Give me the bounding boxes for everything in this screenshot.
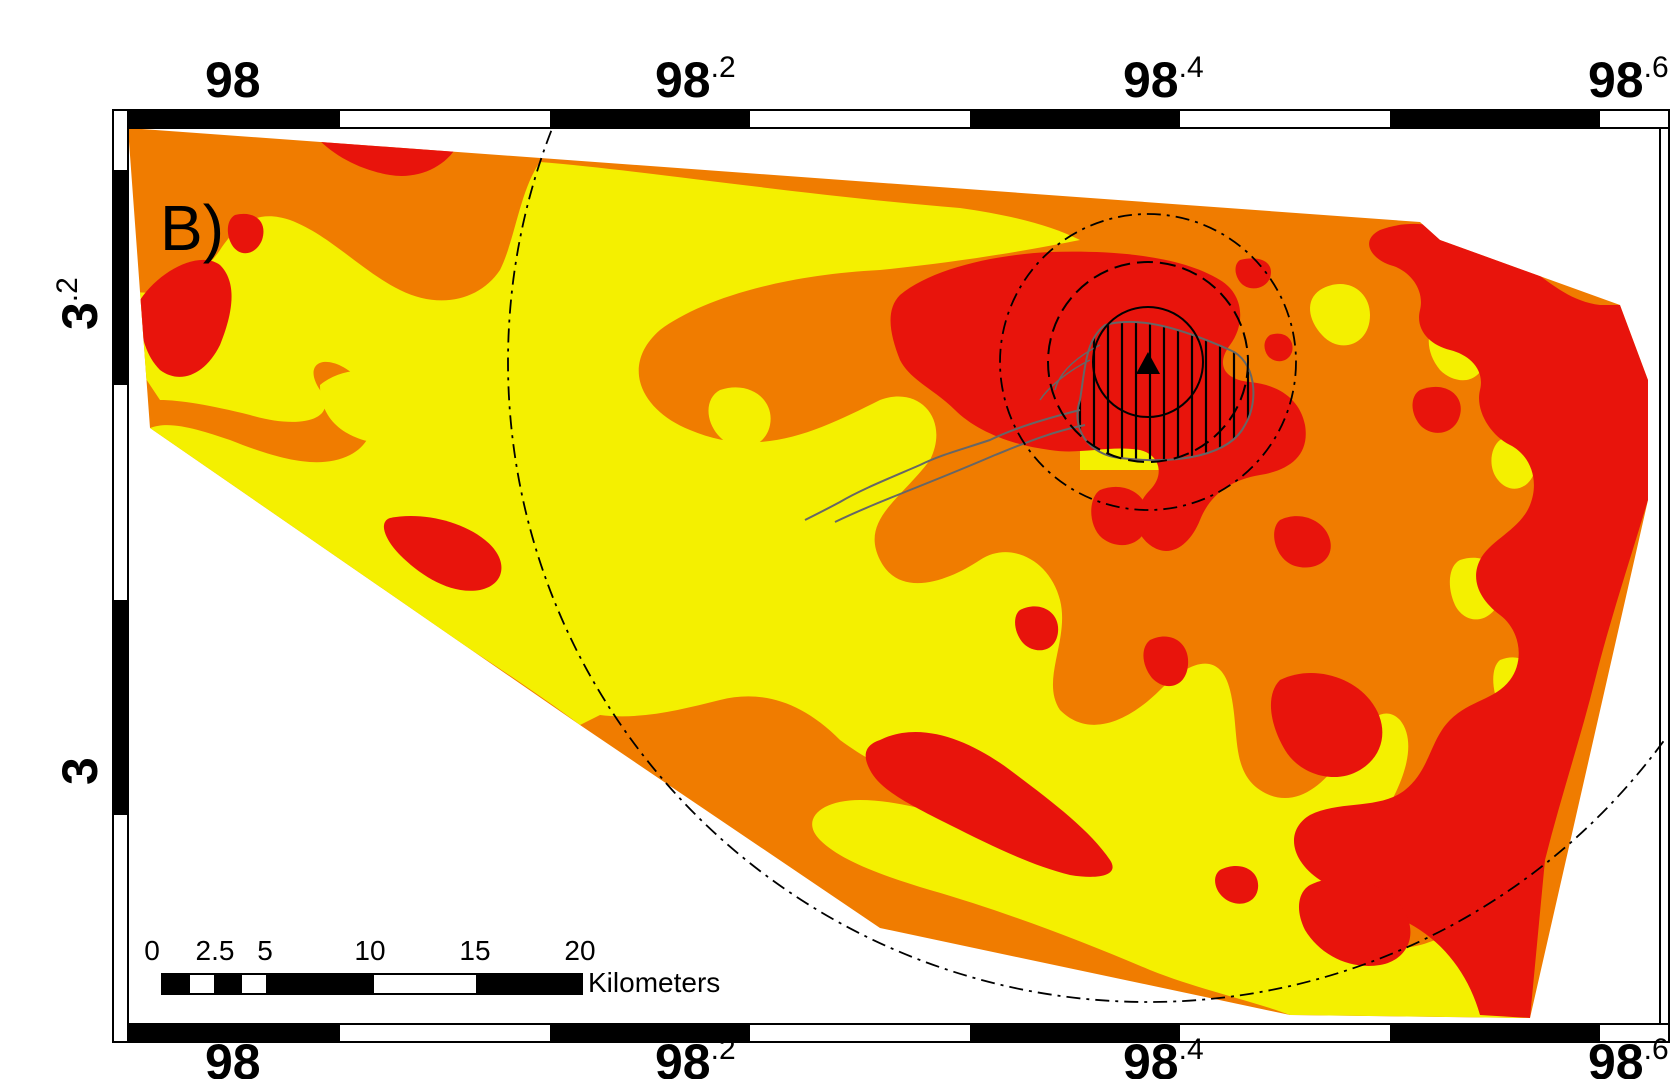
black-triangle-icon <box>1136 352 1160 374</box>
longitude-labels-bottom: 98 98.2 98.4 98.6 <box>205 1033 1669 1079</box>
lon-bottom-1: 98 <box>655 1034 711 1079</box>
scale-bar: 0 2.5 5 10 15 20 Kilometers <box>144 935 720 998</box>
lon-bottom-2: 98 <box>1123 1034 1179 1079</box>
lon-top-3: 98 <box>1588 52 1644 108</box>
lon-top-0: 98 <box>205 52 261 108</box>
svg-text:98.4: 98.4 <box>1123 51 1204 108</box>
distance-rings <box>507 122 1664 1003</box>
svg-text:98.6: 98.6 <box>1588 51 1669 108</box>
scale-unit: Kilometers <box>588 967 720 998</box>
scale-tick-0: 0 <box>144 935 160 966</box>
svg-text:98: 98 <box>205 1034 261 1079</box>
lahar-channel-2 <box>834 424 1086 523</box>
susceptibility-zones <box>128 122 1664 1018</box>
svg-text:98.2: 98.2 <box>655 1033 736 1079</box>
scale-tick-2: 5 <box>257 935 273 966</box>
lon-top-1: 98 <box>655 52 711 108</box>
svg-text:98.6: 98.6 <box>1588 1033 1669 1079</box>
lon-top-2: 98 <box>1123 52 1179 108</box>
svg-text:3.2: 3.2 <box>51 277 108 330</box>
scale-tick-4: 15 <box>459 935 490 966</box>
svg-text:98.2: 98.2 <box>655 51 736 108</box>
svg-text:3: 3 <box>52 757 108 785</box>
svg-text:98.4: 98.4 <box>1123 1033 1204 1079</box>
panel-label: B) <box>160 192 224 264</box>
lat-left-0: 3 <box>52 302 108 330</box>
svg-text:98: 98 <box>205 52 261 108</box>
map-frame <box>112 109 1670 1043</box>
latitude-labels-left: 3.2 3 <box>51 277 108 785</box>
lahar-channel <box>804 409 1081 521</box>
longitude-labels-top: 98 98.2 98.4 98.6 <box>205 51 1669 108</box>
scale-tick-3: 10 <box>354 935 385 966</box>
lon-bottom-0: 98 <box>205 1034 261 1079</box>
scale-tick-1: 2.5 <box>196 935 235 966</box>
lat-left-1: 3 <box>52 757 108 785</box>
footprint-outline <box>1076 320 1255 462</box>
lon-bottom-3: 98 <box>1588 1034 1644 1079</box>
scale-tick-5: 20 <box>564 935 595 966</box>
